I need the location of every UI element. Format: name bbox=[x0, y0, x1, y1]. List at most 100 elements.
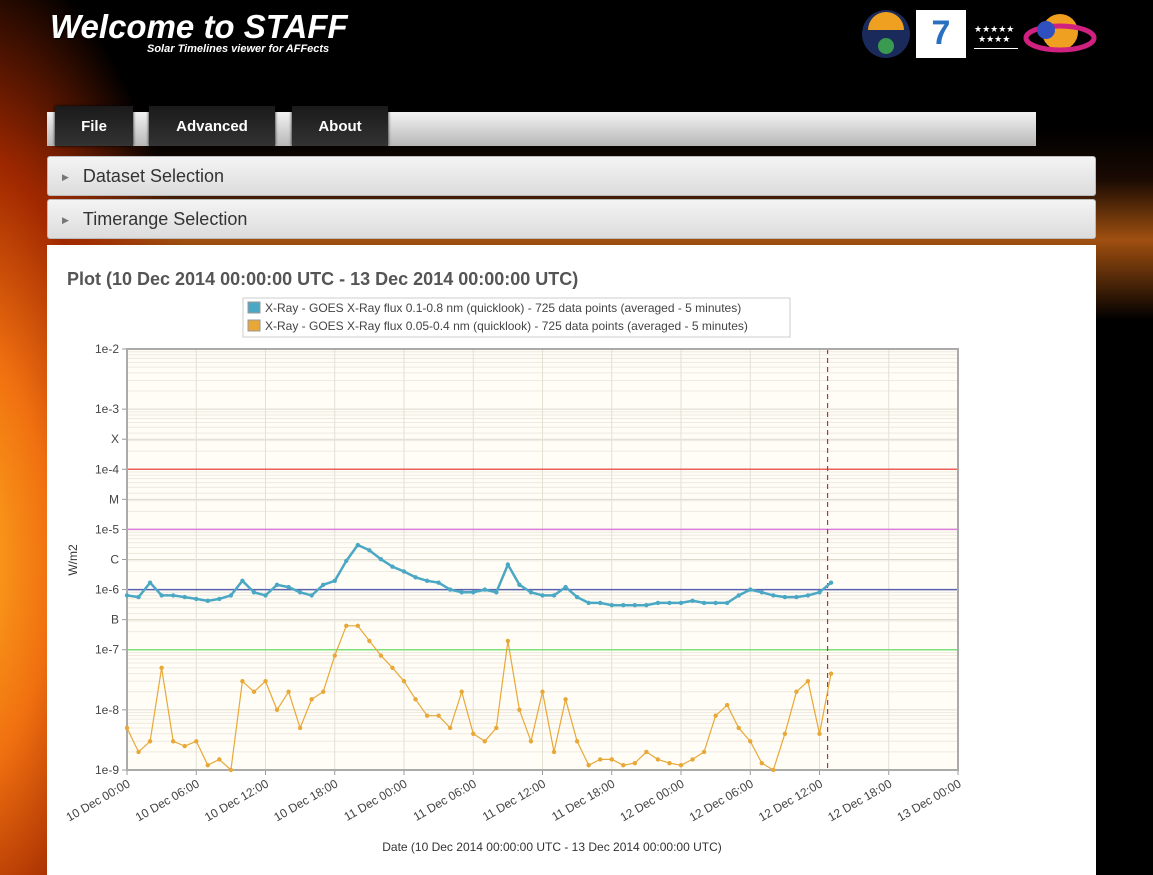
data-point bbox=[286, 689, 291, 694]
data-point bbox=[424, 713, 430, 718]
data-point bbox=[309, 593, 314, 598]
x-tick-label: 10 Dec 00:00 bbox=[64, 776, 133, 824]
y-tick-label: 1e-8 bbox=[95, 703, 119, 717]
data-point bbox=[713, 713, 718, 718]
menu-bar: File Advanced About bbox=[47, 106, 1036, 146]
plot-border bbox=[126, 348, 959, 771]
data-point bbox=[217, 757, 222, 762]
data-point bbox=[401, 569, 407, 574]
data-point bbox=[644, 749, 649, 755]
data-point bbox=[701, 600, 707, 606]
data-point bbox=[413, 575, 418, 580]
data-point bbox=[632, 760, 638, 766]
data-point bbox=[251, 590, 257, 595]
data-point bbox=[447, 725, 453, 731]
data-point bbox=[782, 594, 788, 600]
data-point bbox=[713, 600, 718, 606]
data-point bbox=[332, 578, 337, 583]
data-point bbox=[505, 638, 511, 644]
legend-label: X-Ray - GOES X-Ray flux 0.05-0.4 nm (qui… bbox=[265, 319, 748, 333]
y-tick-label: B bbox=[111, 613, 119, 627]
data-point bbox=[436, 580, 441, 585]
data-point bbox=[274, 582, 280, 588]
data-point bbox=[205, 598, 210, 604]
data-point bbox=[217, 596, 222, 602]
data-point bbox=[828, 671, 834, 676]
data-point bbox=[205, 763, 210, 768]
data-point bbox=[609, 602, 614, 608]
data-point bbox=[748, 739, 753, 744]
data-point bbox=[621, 763, 626, 768]
data-point bbox=[667, 600, 672, 606]
data-point bbox=[344, 558, 349, 564]
chart-panel: Plot (10 Dec 2014 00:00:00 UTC - 13 Dec … bbox=[47, 245, 1096, 875]
data-point bbox=[736, 725, 741, 731]
data-point bbox=[724, 702, 730, 708]
data-point bbox=[459, 590, 464, 595]
y-tick-label: X bbox=[111, 432, 119, 446]
chart: Plot (10 Dec 2014 00:00:00 UTC - 13 Dec … bbox=[64, 269, 964, 854]
data-point bbox=[136, 594, 141, 600]
data-point bbox=[471, 731, 476, 736]
legend-swatch bbox=[247, 301, 261, 314]
data-point bbox=[274, 707, 280, 713]
data-point bbox=[724, 600, 730, 606]
data-point bbox=[494, 725, 499, 731]
data-point bbox=[644, 602, 649, 608]
data-point bbox=[794, 594, 799, 600]
data-point bbox=[297, 725, 303, 731]
data-point bbox=[563, 584, 568, 590]
svg-text:★★★★: ★★★★ bbox=[978, 34, 1010, 44]
y-tick-label: C bbox=[110, 553, 119, 567]
menu-file[interactable]: File bbox=[55, 106, 133, 146]
accordion-header[interactable]: ▶ Dataset Selection bbox=[47, 156, 1096, 196]
data-point bbox=[678, 600, 684, 606]
data-point bbox=[759, 760, 764, 766]
app-subtitle: Solar Timelines viewer for AFFects bbox=[147, 43, 330, 55]
data-point bbox=[482, 739, 487, 744]
y-tick-label: 1e-9 bbox=[95, 763, 119, 777]
x-tick-label: 10 Dec 06:00 bbox=[133, 776, 202, 824]
data-point bbox=[170, 593, 176, 598]
data-point bbox=[748, 587, 753, 592]
data-point bbox=[759, 590, 764, 595]
x-tick-label: 10 Dec 12:00 bbox=[202, 776, 271, 824]
data-point bbox=[655, 600, 661, 606]
y-tick-label: 1e-7 bbox=[95, 643, 119, 657]
data-point bbox=[286, 584, 291, 590]
data-point bbox=[782, 731, 788, 736]
y-tick-label: 1e-6 bbox=[95, 583, 119, 597]
legend-label: X-Ray - GOES X-Ray flux 0.1-0.8 nm (quic… bbox=[265, 301, 741, 315]
data-point bbox=[240, 578, 245, 583]
data-point bbox=[344, 623, 349, 628]
chart-title: Plot (10 Dec 2014 00:00:00 UTC - 13 Dec … bbox=[67, 269, 578, 289]
menu-about[interactable]: About bbox=[292, 106, 388, 146]
x-tick-label: 12 Dec 06:00 bbox=[687, 776, 756, 824]
data-point bbox=[251, 689, 257, 694]
data-point bbox=[528, 739, 534, 744]
data-point bbox=[136, 749, 141, 755]
svg-text:★★★★★: ★★★★★ bbox=[974, 24, 1014, 34]
data-point bbox=[598, 757, 603, 762]
data-point bbox=[563, 697, 568, 702]
data-point bbox=[817, 731, 822, 736]
accordion-header[interactable]: ▶ Timerange Selection bbox=[47, 199, 1096, 239]
menu-advanced[interactable]: Advanced bbox=[149, 106, 275, 146]
data-point bbox=[263, 678, 268, 684]
data-point bbox=[170, 739, 176, 744]
data-point bbox=[194, 596, 199, 602]
data-point bbox=[528, 590, 534, 595]
x-tick-label: 12 Dec 00:00 bbox=[618, 776, 687, 824]
legend-swatch bbox=[247, 319, 261, 332]
data-point bbox=[390, 564, 395, 569]
data-point bbox=[690, 757, 695, 762]
data-point bbox=[447, 587, 453, 592]
data-point bbox=[505, 562, 511, 567]
data-point bbox=[159, 593, 164, 598]
logos: 7 ★★★★★★★★★ bbox=[862, 10, 1097, 58]
x-tick-label: 12 Dec 18:00 bbox=[825, 776, 894, 824]
data-point bbox=[124, 725, 130, 731]
data-point bbox=[228, 767, 234, 773]
x-tick-label: 11 Dec 18:00 bbox=[549, 776, 617, 824]
